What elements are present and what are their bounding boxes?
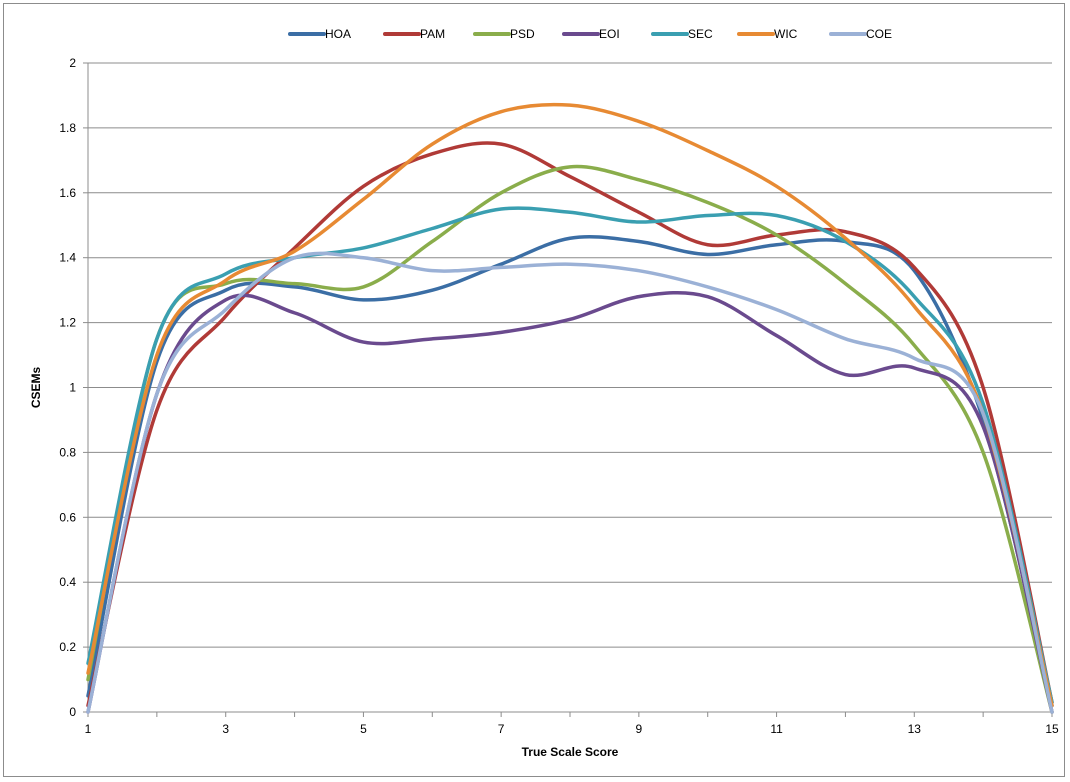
- legend-label-hoa: HOA: [325, 27, 351, 41]
- axes: 00.20.40.60.811.21.41.61.821 3 5 7 9 11 13 15: [59, 56, 1059, 736]
- legend-label-sec: SEC: [688, 27, 713, 41]
- series-line-psd: [86, 164, 1054, 714]
- line-chart: 00.20.40.60.811.21.41.61.821 3 5 7 9 11 13 15 H…: [29, 27, 1059, 759]
- series-line-sec: [86, 206, 1054, 705]
- y-tick-label: 0.8: [59, 445, 76, 459]
- y-tick-label: 0: [69, 705, 76, 719]
- y-tick-label: 1.4: [59, 251, 76, 265]
- y-tick-label: 2: [69, 56, 76, 70]
- x-tick-label: 13: [908, 722, 922, 736]
- legend: HOA PAM PSD EOI SEC WIC COE: [288, 27, 892, 41]
- x-tick-label: 15: [1045, 722, 1059, 736]
- series-line-pam: [86, 141, 1054, 708]
- y-tick-label: 1.6: [59, 186, 76, 200]
- series-lines: [86, 102, 1054, 714]
- legend-label-wic: WIC: [774, 27, 798, 41]
- legend-label-coe: COE: [866, 27, 892, 41]
- x-tick-label: 1: [85, 722, 92, 736]
- y-tick-label: 1.2: [59, 316, 76, 330]
- series-line-coe: [86, 251, 1054, 714]
- y-tick-label: 0.2: [59, 640, 76, 654]
- x-tick-label: 11: [770, 722, 783, 736]
- y-tick-label: 0.6: [59, 510, 76, 524]
- x-tick-label: 3: [222, 722, 229, 736]
- y-axis-title: CSEMs: [29, 367, 43, 409]
- legend-label-eoi: EOI: [599, 27, 620, 41]
- y-tick-label: 1: [69, 381, 76, 395]
- series-line-wic: [86, 102, 1054, 708]
- series-line-eoi: [86, 290, 1054, 714]
- gridlines: [88, 62, 1052, 713]
- series-line-hoa: [86, 235, 1054, 708]
- x-axis-title: True Scale Score: [522, 745, 619, 759]
- legend-label-pam: PAM: [420, 27, 445, 41]
- y-tick-label: 1.8: [59, 121, 76, 135]
- y-tick-label: 0.4: [59, 575, 76, 589]
- x-tick-label: 9: [636, 722, 643, 736]
- legend-label-psd: PSD: [510, 27, 535, 41]
- chart-frame: 0 0.2 0.4 0.6 0.8 1 1.2 1.4 1.6 1.8 2 1 3 5 7 9 11 13 15 H…: [3, 3, 1065, 777]
- x-tick-label: 7: [498, 722, 505, 736]
- x-tick-label: 5: [360, 722, 367, 736]
